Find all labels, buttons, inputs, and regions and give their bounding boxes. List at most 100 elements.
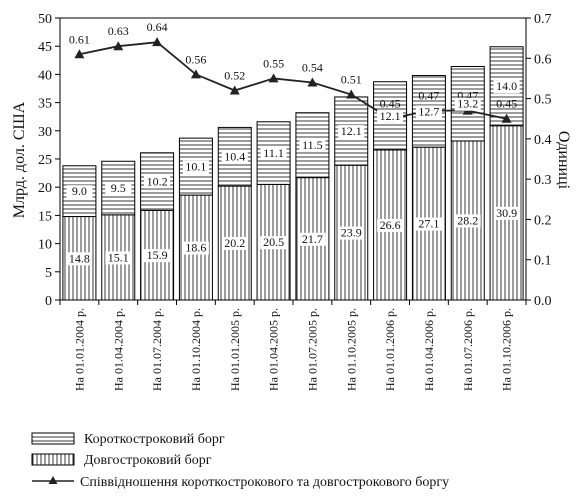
y-axis-title: Млрд. дол. США: [11, 101, 28, 218]
ratio-point: [74, 49, 85, 59]
data-label-long-term-bg: [144, 249, 171, 263]
data-label-short-term-bg: [66, 185, 93, 199]
data-label-long-term: 14.8: [69, 251, 90, 265]
x-tick-label: На 01.01.2004 р.: [72, 308, 86, 391]
x-tick-label: На 01.10.2005 р.: [344, 308, 358, 391]
data-label-short-term: 12.1: [341, 124, 362, 138]
data-label-ratio: 0.45: [496, 97, 517, 111]
data-label-long-term-bg: [182, 241, 209, 255]
data-label-short-term: 9.0: [72, 184, 87, 198]
ratio-point: [229, 85, 240, 95]
y2-tick-label: 0.0: [534, 294, 552, 309]
data-label-long-term: 27.1: [418, 217, 439, 231]
legend: Короткостроковий борг Довгостроковий бор…: [31, 432, 449, 490]
data-labels: 14.8 9.0 15.1 9.5 15.9 10.2 18.6 10.1 20.2 10.4 20…: [66, 79, 520, 266]
axes: 0 5 10 15 20 25 30 35 40 45 50 0.0 0.1 0.2 0.3 0.4 0.5 0.…: [38, 12, 552, 391]
ratio-point: [346, 89, 357, 99]
data-label-long-term-bg: [221, 237, 248, 251]
legend-item-long-term: Довгостроковий борг: [31, 453, 212, 468]
y-tick-label: 5: [45, 266, 52, 281]
y-tick-label: 20: [38, 181, 52, 196]
data-label-short-term: 10.1: [185, 160, 206, 174]
x-tick-label: На 01.04.2004 р.: [111, 308, 125, 391]
data-label-short-term-bg: [338, 125, 365, 139]
y2-tick-label: 0.2: [534, 213, 552, 228]
data-label-short-term-bg: [182, 160, 209, 174]
x-tick-label: На 01.04.2006 р.: [422, 308, 436, 391]
x-tick-label: На 01.07.2005 р.: [305, 308, 319, 391]
y2-tick-label: 0.6: [534, 52, 552, 67]
data-label-ratio: 0.51: [341, 73, 362, 87]
ratio-point: [501, 113, 512, 123]
y2-tick-label: 0.7: [534, 12, 552, 27]
bars: [62, 46, 524, 301]
y-tick-label: 25: [38, 153, 52, 168]
data-label-short-term: 11.5: [302, 138, 323, 152]
ratio-point: [307, 77, 318, 87]
data-label-long-term-bg: [299, 232, 326, 246]
data-label-ratio: 0.54: [302, 60, 323, 74]
y2-tick-label: 0.3: [534, 173, 552, 188]
y-tick-label: 15: [38, 209, 52, 224]
x-tick-label: На 01.07.2006 р.: [461, 308, 475, 391]
data-label-long-term-bg: [493, 206, 520, 220]
y2-tick-label: 0.5: [534, 93, 552, 108]
legend-item-ratio: Співвідношення короткострокового та довг…: [32, 475, 449, 490]
legend-swatch-long-term: [31, 453, 75, 466]
y-tick-label: 45: [38, 40, 52, 55]
legend-marker-ratio: [48, 476, 58, 484]
data-label-long-term: 26.6: [380, 218, 401, 232]
data-label-short-term-bg: [454, 97, 481, 111]
x-tick-label: На 01.01.2005 р.: [228, 308, 242, 391]
data-label-short-term-bg: [493, 80, 520, 94]
data-label-short-term: 12.7: [418, 104, 439, 118]
x-tick-label: На 01.07.2004 р.: [150, 308, 164, 391]
data-label-long-term: 23.9: [341, 226, 362, 240]
y-tick-label: 0: [45, 294, 52, 309]
ratio-line: 0.61 0.63 0.64 0.56 0.52 0.55 0.54 0.51 0.45 0.47…: [69, 20, 517, 123]
y2-tick-label: 0.1: [534, 254, 552, 269]
data-label-long-term-bg: [338, 226, 365, 240]
data-label-short-term-bg: [221, 150, 248, 164]
legend-label-ratio: Співвідношення короткострокового та довг…: [80, 475, 449, 490]
x-tick-label: На 01.01.2006 р.: [383, 308, 397, 391]
x-tick-label: На 01.10.2006 р.: [500, 308, 514, 391]
x-tick-label: На 01.04.2005 р.: [267, 308, 281, 391]
data-label-long-term: 28.2: [457, 213, 478, 227]
legend-swatch-short-term: [31, 432, 75, 445]
data-label-ratio: 0.47: [418, 89, 439, 103]
y-tick-label: 30: [38, 125, 52, 140]
y-tick-label: 40: [38, 68, 52, 83]
data-label-ratio: 0.45: [380, 97, 401, 111]
data-label-short-term: 14.0: [496, 79, 517, 93]
data-label-short-term: 12.1: [380, 109, 401, 123]
data-label-short-term: 10.2: [147, 175, 168, 189]
data-label-long-term: 20.5: [263, 235, 284, 249]
x-tick-label: На 01.10.2004 р.: [189, 308, 203, 391]
data-label-long-term-bg: [260, 236, 287, 250]
data-label-short-term-bg: [144, 175, 171, 189]
data-label-long-term-bg: [454, 214, 481, 228]
data-label-ratio: 0.52: [224, 69, 245, 83]
legend-label-long-term: Довгостроковий борг: [84, 453, 212, 468]
data-label-short-term-bg: [377, 109, 404, 123]
data-label-short-term-bg: [260, 147, 287, 161]
data-label-short-term: 11.1: [263, 146, 284, 160]
data-label-long-term-bg: [66, 252, 93, 266]
data-label-long-term: 15.1: [108, 250, 129, 264]
y-tick-label: 10: [38, 238, 52, 253]
data-label-long-term: 18.6: [185, 241, 206, 255]
data-label-long-term: 15.9: [147, 248, 168, 262]
y-tick-label: 50: [38, 12, 52, 27]
legend-label-short-term: Короткостроковий борг: [84, 432, 225, 447]
y2-tick-label: 0.4: [534, 133, 552, 148]
ratio-point: [152, 37, 163, 47]
y2-axis-title: Одиниці: [555, 131, 572, 190]
data-label-short-term-bg: [105, 182, 132, 196]
data-label-short-term: 10.4: [224, 150, 245, 164]
data-label-short-term-bg: [415, 105, 442, 119]
ratio-point: [113, 41, 124, 51]
data-label-ratio: 0.61: [69, 32, 90, 46]
ratio-point: [190, 69, 201, 79]
